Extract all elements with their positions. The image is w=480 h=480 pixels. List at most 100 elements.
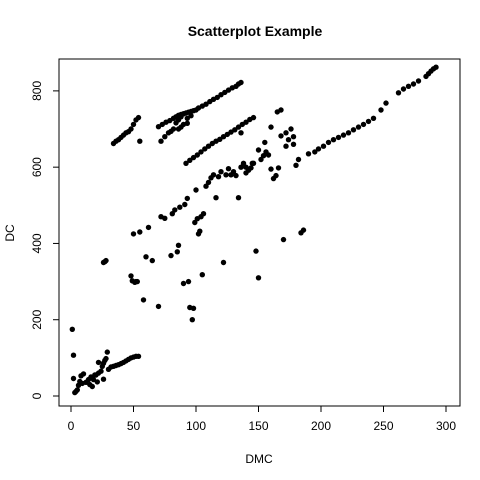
scatter-point	[128, 273, 134, 279]
scatter-point	[70, 375, 77, 382]
scatter-point	[155, 303, 162, 310]
y-axis-label: DC	[3, 224, 17, 242]
scatter-point	[243, 119, 249, 125]
scatter-point	[94, 379, 101, 385]
scatter-point	[168, 252, 174, 259]
scatter-point	[104, 349, 111, 355]
scatter-point	[383, 100, 389, 106]
scatter-point	[205, 143, 212, 149]
scatter-point	[202, 146, 208, 152]
x-axis: 0 50 100 150 200 250 300	[68, 405, 456, 433]
scatter-point	[199, 272, 205, 278]
scatter-point	[175, 126, 182, 132]
scatter-point	[135, 114, 142, 121]
scatter-point	[235, 195, 242, 201]
x-tick-label: 50	[127, 419, 141, 433]
scatter-point	[325, 139, 332, 146]
data-points	[69, 64, 439, 396]
scatter-point	[193, 187, 199, 193]
scatter-point	[182, 201, 188, 208]
scatter-point	[194, 152, 200, 158]
scatter-point	[230, 169, 237, 175]
x-axis-label: DMC	[245, 452, 273, 466]
scatter-point	[162, 215, 168, 221]
scatter-point	[350, 127, 357, 133]
scatter-point	[187, 157, 193, 163]
scatter-point	[213, 195, 219, 201]
y-tick-label: 400	[30, 233, 44, 253]
scatter-point	[330, 137, 337, 143]
scatter-point	[130, 231, 137, 237]
scatter-point	[100, 376, 107, 382]
scatter-point	[300, 227, 307, 233]
scatter-point	[233, 172, 239, 179]
scatter-point	[240, 160, 247, 166]
scatter-point	[140, 297, 147, 303]
y-tick-label: 200	[30, 309, 44, 329]
scatter-point	[238, 164, 244, 170]
scatter-point	[80, 371, 87, 377]
scatter-point	[169, 211, 175, 217]
scatter-point	[288, 126, 294, 132]
scatter-point	[205, 179, 212, 186]
scatter-point	[172, 207, 178, 213]
scatter-point	[149, 257, 155, 264]
scatter-point	[260, 153, 267, 159]
scatter-point	[215, 174, 222, 180]
scatter-point	[360, 121, 367, 128]
scatter-point	[295, 156, 302, 163]
scatter-point	[220, 259, 227, 266]
scatter-point	[235, 124, 242, 130]
scatter-point	[185, 278, 192, 285]
x-tick-label: 0	[68, 419, 75, 433]
scatter-point	[189, 317, 195, 323]
scatter-point	[248, 165, 254, 171]
scatter-point	[345, 130, 352, 136]
scatter-point	[365, 118, 372, 125]
scatter-point	[203, 101, 209, 107]
scatter-point	[275, 165, 282, 171]
scatter-point	[278, 107, 284, 113]
scatter-point	[315, 146, 322, 152]
scatter-point	[98, 368, 104, 374]
scatter-point	[340, 132, 347, 138]
scatter-point	[415, 78, 422, 84]
scatter-point	[312, 149, 318, 155]
scatter-point	[262, 139, 268, 146]
scatter-point	[184, 195, 190, 202]
scatter-point	[192, 219, 198, 226]
scatter-point	[253, 248, 259, 254]
scatter-point	[378, 107, 384, 113]
scatter-point	[180, 111, 187, 117]
scatter-point	[95, 359, 102, 366]
scatter-point	[103, 257, 109, 264]
scatter-point	[103, 355, 109, 362]
scatter-point	[158, 138, 164, 144]
scatter-point	[268, 124, 274, 130]
scatter-point	[249, 160, 255, 166]
scatter-point	[74, 387, 81, 393]
scatter-point	[283, 130, 289, 136]
scatter-point	[400, 86, 407, 92]
y-tick-label: 0	[30, 392, 44, 399]
x-tick-label: 250	[373, 419, 393, 433]
scatter-point	[162, 134, 168, 140]
scatter-point	[290, 134, 297, 140]
scatter-point	[188, 113, 194, 119]
scatter-point	[258, 156, 264, 163]
scatter-point	[198, 149, 204, 155]
scatter-point	[175, 242, 182, 248]
scatter-point	[218, 169, 224, 175]
x-tick-label: 200	[311, 419, 331, 433]
scatter-point	[197, 228, 203, 234]
scatter-point	[278, 133, 284, 139]
scatter-point	[203, 183, 209, 189]
scatter-point	[69, 326, 76, 332]
scatter-point	[180, 280, 187, 287]
scatter-point	[405, 83, 412, 90]
y-tick-label: 800	[30, 81, 44, 101]
scatter-point	[174, 249, 180, 255]
scatter-point	[320, 143, 327, 149]
scatter-point	[190, 154, 197, 161]
x-tick-label: 300	[436, 419, 456, 433]
